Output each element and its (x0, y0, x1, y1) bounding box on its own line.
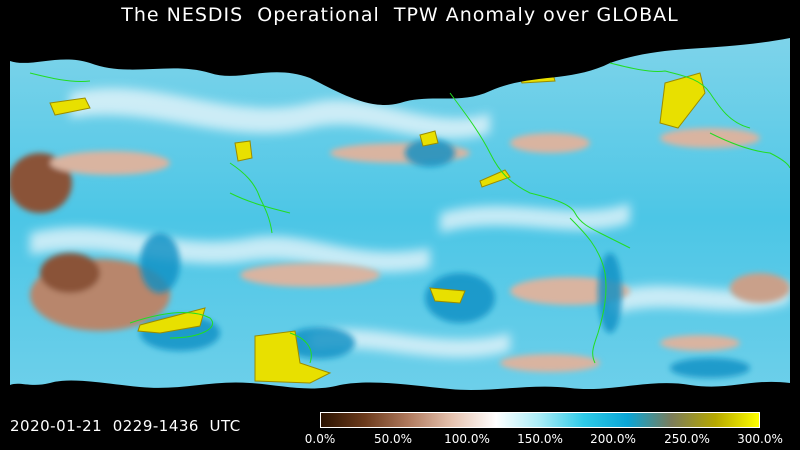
no-data-regions (10, 33, 790, 403)
colorbar-tick-5: 250.0% (664, 432, 710, 446)
tpw-anomaly-map (10, 33, 790, 403)
normal-bands (30, 88, 790, 358)
colorbar-tick-3: 150.0% (517, 432, 563, 446)
coastlines (29, 62, 790, 364)
colorbar (320, 412, 760, 428)
colorbar-tick-6: 300.0% (737, 432, 783, 446)
timestamp: 2020-01-21 0229-1436 UTC (10, 417, 241, 435)
map-title: The NESDIS Operational TPW Anomaly over … (121, 4, 679, 26)
colorbar-tick-2: 100.0% (444, 432, 490, 446)
colorbar-tick-0: 0.0% (304, 432, 336, 446)
colorbar-tick-1: 50.0% (373, 432, 413, 446)
colorbar-tick-4: 200.0% (590, 432, 636, 446)
